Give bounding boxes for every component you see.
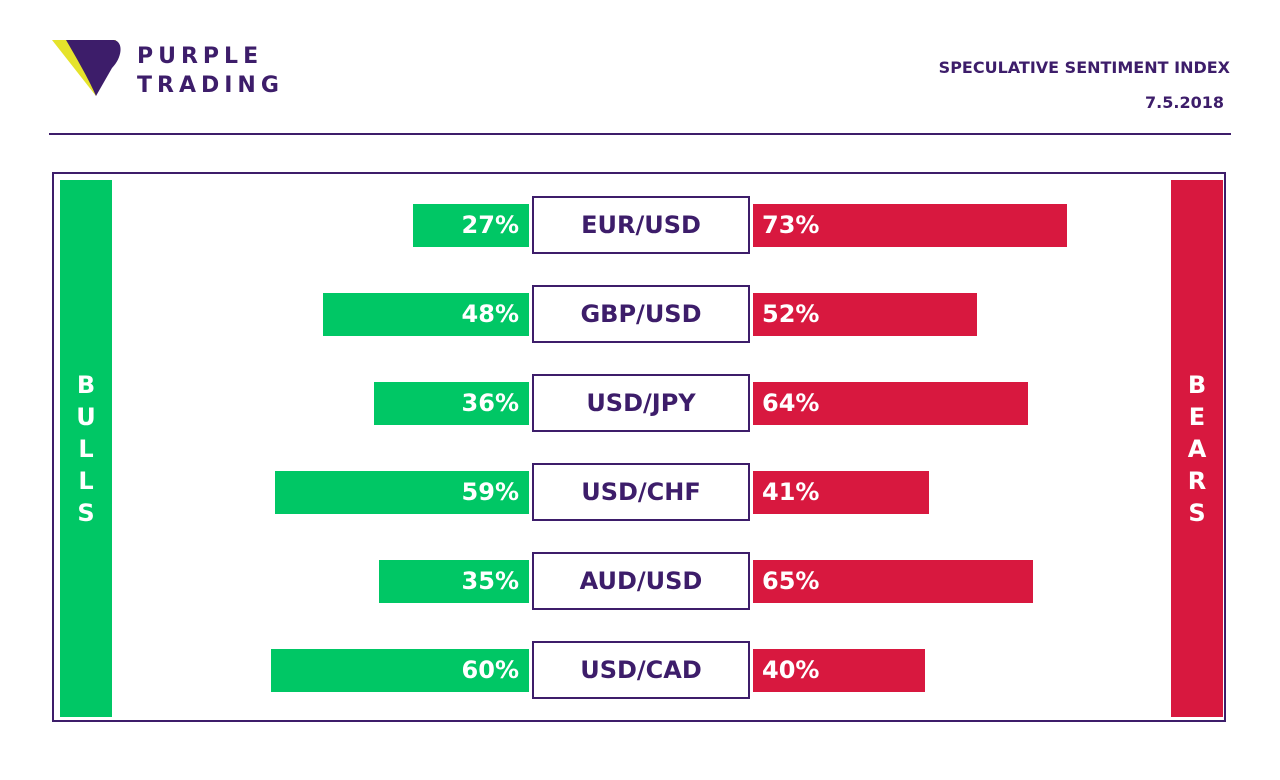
bull-bar <box>322 293 529 336</box>
bears-letter: E <box>1188 402 1206 431</box>
bull-value-label: 27% <box>461 211 519 239</box>
currency-pair-label: USD/JPY <box>532 374 750 432</box>
brand-line-1: PURPLE <box>137 44 264 69</box>
chart-frame <box>52 172 1226 722</box>
bear-bar <box>753 471 930 514</box>
bulls-letter: L <box>78 434 94 463</box>
bear-bar <box>753 382 1029 425</box>
bear-bar <box>753 293 977 336</box>
bear-value-label: 65% <box>762 567 820 595</box>
bear-value-label: 41% <box>762 478 820 506</box>
currency-pair-label: GBP/USD <box>532 285 750 343</box>
bull-bar <box>378 560 529 603</box>
bull-value-label: 59% <box>461 478 519 506</box>
brand-line-2: TRADING <box>137 73 284 98</box>
bull-value-label: 48% <box>461 300 519 328</box>
bear-value-label: 73% <box>762 211 820 239</box>
currency-pair-label: AUD/USD <box>532 552 750 610</box>
bear-value-label: 40% <box>762 656 820 684</box>
bull-bar <box>374 382 529 425</box>
currency-pair-label: USD/CAD <box>532 641 750 699</box>
bulls-letter: B <box>76 370 96 399</box>
bear-value-label: 64% <box>762 389 820 417</box>
bull-value-label: 36% <box>461 389 519 417</box>
logo-mark-icon <box>52 40 121 96</box>
bull-bar <box>275 471 529 514</box>
bear-bar <box>753 204 1067 247</box>
bears-letter: R <box>1187 466 1207 495</box>
bull-bar <box>271 649 529 692</box>
brand-logo: PURPLE TRADING <box>52 40 312 100</box>
page-title: SPECULATIVE SENTIMENT INDEX <box>938 58 1230 77</box>
bears-letter: S <box>1188 498 1206 527</box>
report-date: 7.5.2018 <box>1145 93 1224 112</box>
bears-letter: A <box>1187 434 1207 463</box>
bull-value-label: 35% <box>461 567 519 595</box>
bear-value-label: 52% <box>762 300 820 328</box>
bears-letter: B <box>1187 370 1207 399</box>
currency-pair-label: EUR/USD <box>532 196 750 254</box>
bull-bar <box>412 204 529 247</box>
bulls-letter: U <box>76 402 96 431</box>
bulls-letter: L <box>78 466 94 495</box>
header-divider <box>49 133 1231 135</box>
bear-bar <box>753 649 925 692</box>
bulls-letter: S <box>77 498 95 527</box>
currency-pair-label: USD/CHF <box>532 463 750 521</box>
bear-bar <box>753 560 1033 603</box>
bull-value-label: 60% <box>461 656 519 684</box>
brand-wordmark: PURPLE TRADING <box>137 42 284 100</box>
